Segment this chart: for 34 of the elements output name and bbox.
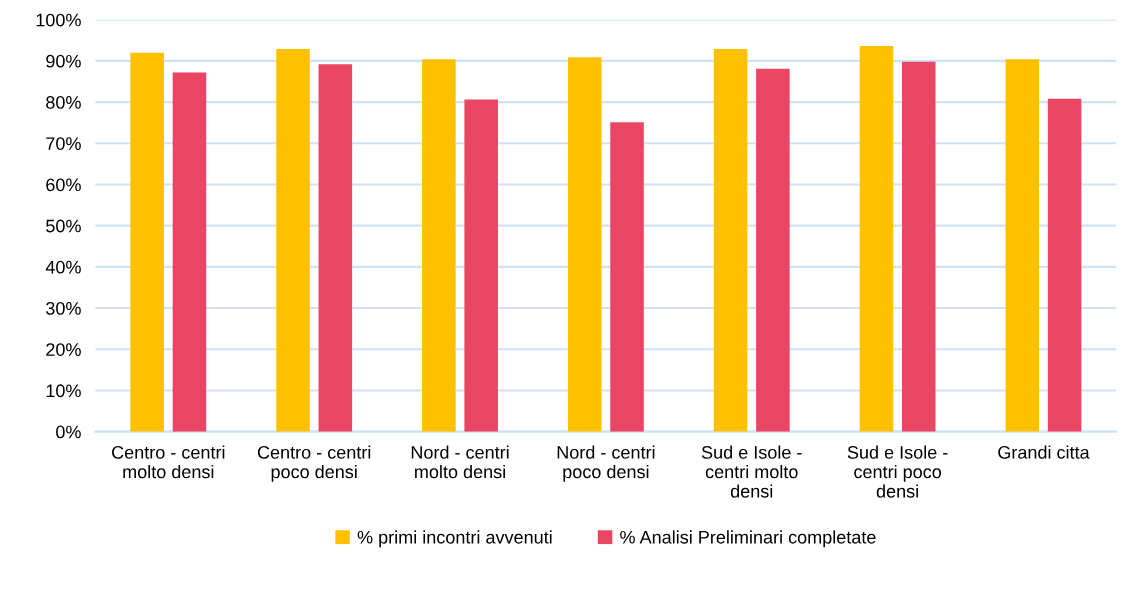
bar [422,59,456,432]
y-tick-label: 70% [46,137,81,150]
y-tick-label: 20% [46,343,81,356]
x-tick-label: Centro - centri molto densi [112,445,225,479]
legend-label: % primi incontri avvenuti [357,530,552,548]
x-tick-label: Centro - centri poco densi [257,445,371,482]
bar [318,64,353,432]
x-tick-label: Nord - centri molto densi [411,445,509,479]
y-tick-label: 60% [46,178,81,192]
bar [610,122,644,432]
bar [1047,98,1082,432]
y-tick-label: 100% [36,13,81,27]
bar [901,61,936,432]
bar [1005,59,1040,432]
bar [567,57,602,432]
bar [859,46,894,432]
y-tick-label: 10% [46,384,81,398]
y-tick-label: 40% [45,260,81,274]
x-tick-label: Grandi citta [998,445,1090,459]
y-tick-label: 50% [46,219,81,233]
bar [756,68,790,432]
y-tick-label: 80% [46,96,81,109]
x-tick-label: Sud e Isole - centri molto densi [701,445,802,498]
x-tick-label: Nord - centri poco densi [557,445,655,482]
bar [276,48,310,432]
legend-label: % Analisi Preliminari completate [620,530,876,548]
y-tick-label: 30% [46,301,81,315]
y-tick-label: 90% [46,54,81,68]
y-tick-label: 0% [56,425,81,439]
bar [130,52,164,432]
bar [713,48,748,432]
x-tick-label: Sud e Isole - centri poco densi [847,445,948,498]
bar [172,72,207,432]
bar [464,99,498,432]
